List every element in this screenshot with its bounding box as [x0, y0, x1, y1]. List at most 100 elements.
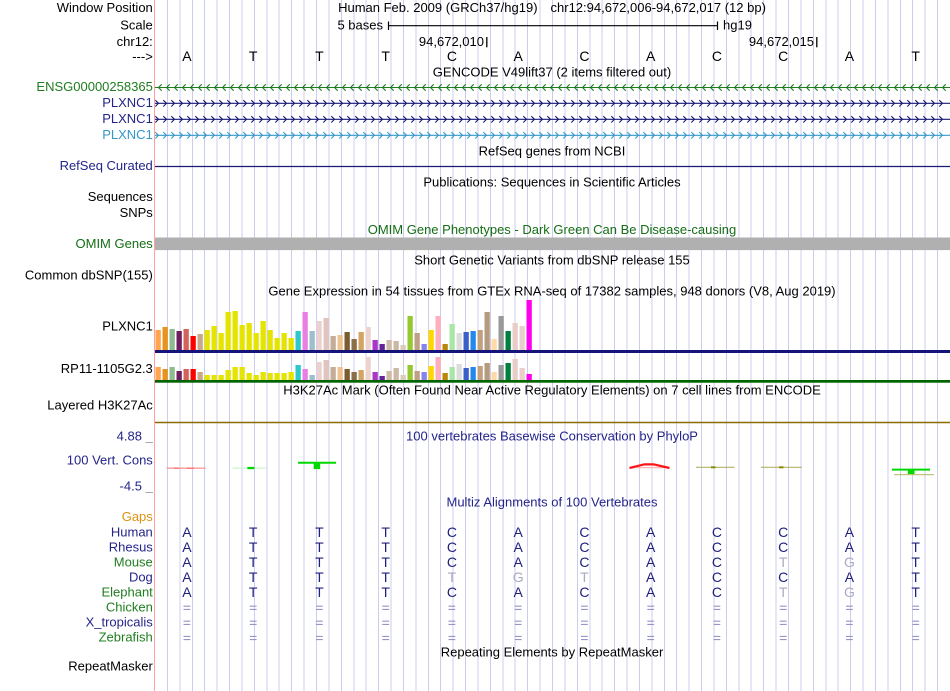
svg-text:SNPs: SNPs [120, 205, 154, 220]
svg-text:G: G [844, 584, 855, 600]
svg-text:A: A [845, 48, 855, 64]
svg-text:PLXNC1: PLXNC1 [102, 111, 153, 126]
svg-text:Multiz Alignments of 100 Verte: Multiz Alignments of 100 Vertebrates [446, 495, 658, 510]
svg-text:C: C [778, 539, 788, 555]
svg-text:C: C [579, 584, 589, 600]
svg-text:C: C [579, 554, 589, 570]
svg-text:Layered H3K27Ac: Layered H3K27Ac [47, 398, 153, 413]
svg-text:PLXNC1: PLXNC1 [102, 127, 153, 142]
svg-text:T: T [381, 539, 390, 555]
svg-text:T: T [911, 524, 920, 540]
svg-text:C: C [712, 524, 722, 540]
svg-text:Mouse: Mouse [114, 554, 153, 569]
svg-text:Sequences: Sequences [88, 189, 154, 204]
svg-text:T: T [911, 48, 920, 64]
svg-text:T: T [249, 554, 258, 570]
svg-text:Chicken: Chicken [106, 599, 153, 614]
svg-text:--->: ---> [132, 49, 153, 64]
svg-text:T: T [249, 584, 258, 600]
svg-text:Common dbSNP(155): Common dbSNP(155) [25, 268, 153, 283]
svg-text:A: A [646, 569, 656, 585]
svg-text:A: A [182, 584, 192, 600]
svg-text:A: A [646, 584, 656, 600]
svg-text:Human: Human [111, 524, 153, 539]
svg-text:Scale: Scale [120, 18, 153, 33]
svg-text:hg19: hg19 [723, 18, 752, 33]
svg-text:A: A [514, 584, 524, 600]
svg-text:C: C [447, 554, 457, 570]
svg-text:A: A [646, 524, 656, 540]
svg-text:C: C [712, 48, 722, 64]
svg-text:H3K27Ac Mark (Often Found Near: H3K27Ac Mark (Often Found Near Active Re… [283, 383, 821, 398]
svg-text:C: C [447, 584, 457, 600]
svg-text:T: T [779, 554, 788, 570]
svg-text:A: A [514, 539, 524, 555]
svg-text:T: T [911, 584, 920, 600]
svg-text:A: A [182, 48, 192, 64]
svg-text:A: A [646, 48, 656, 64]
svg-text:T: T [381, 524, 390, 540]
svg-text:ENSG00000258365: ENSG00000258365 [36, 79, 152, 94]
svg-text:OMIM Gene Phenotypes - Dark Gr: OMIM Gene Phenotypes - Dark Green Can Be… [368, 222, 737, 237]
svg-text:Gene Expression in 54 tissues: Gene Expression in 54 tissues from GTEx … [268, 284, 835, 299]
svg-text:A: A [514, 48, 524, 64]
svg-text:T: T [249, 48, 258, 64]
svg-text:Gaps: Gaps [122, 509, 154, 524]
svg-text:OMIM Genes: OMIM Genes [76, 236, 154, 251]
svg-text:A: A [845, 569, 855, 585]
svg-text:A: A [182, 524, 192, 540]
svg-text:C: C [778, 569, 788, 585]
svg-text:A: A [514, 554, 524, 570]
svg-text:T: T [315, 584, 324, 600]
svg-text:C: C [712, 584, 722, 600]
svg-text:Publications: Sequences in Sci: Publications: Sequences in Scientific Ar… [423, 175, 681, 190]
svg-text:C: C [778, 524, 788, 540]
svg-text:100 Vert. Cons: 100 Vert. Cons [67, 453, 153, 468]
svg-text:T: T [249, 539, 258, 555]
svg-text:A: A [182, 554, 192, 570]
svg-text:94,672,010: 94,672,010 [419, 34, 484, 49]
svg-text:Rhesus: Rhesus [109, 539, 154, 554]
svg-text:94,672,015: 94,672,015 [749, 34, 814, 49]
svg-text:Dog: Dog [129, 569, 153, 584]
svg-text:T: T [448, 569, 457, 585]
svg-text:PLXNC1: PLXNC1 [102, 95, 153, 110]
svg-text:T: T [315, 539, 324, 555]
svg-text:T: T [381, 584, 390, 600]
svg-text:4.88 _: 4.88 _ [117, 429, 154, 444]
svg-text:T: T [315, 48, 324, 64]
svg-text:PLXNC1: PLXNC1 [102, 319, 153, 334]
svg-text:C: C [712, 554, 722, 570]
svg-text:RefSeq genes from NCBI: RefSeq genes from NCBI [479, 144, 626, 159]
svg-text:RefSeq Curated: RefSeq Curated [60, 158, 153, 173]
svg-text:A: A [845, 539, 855, 555]
svg-text:T: T [381, 48, 390, 64]
svg-text:C: C [579, 524, 589, 540]
svg-text:-4.5 _: -4.5 _ [120, 479, 154, 494]
svg-text:Repeating Elements by RepeatMa: Repeating Elements by RepeatMasker [441, 645, 664, 660]
svg-text:C: C [579, 539, 589, 555]
svg-text:T: T [381, 554, 390, 570]
svg-text:T: T [249, 569, 258, 585]
svg-text:C: C [447, 539, 457, 555]
svg-text:C: C [712, 569, 722, 585]
svg-text:RP11-1105G2.3: RP11-1105G2.3 [61, 361, 153, 376]
svg-text:5 bases: 5 bases [337, 18, 383, 33]
svg-text:X_tropicalis: X_tropicalis [86, 614, 154, 629]
svg-text:T: T [249, 524, 258, 540]
svg-text:A: A [646, 554, 656, 570]
svg-text:chr12:: chr12: [117, 34, 153, 49]
svg-text:C: C [778, 48, 788, 64]
svg-text:T: T [315, 524, 324, 540]
svg-text:Short Genetic Variants from db: Short Genetic Variants from dbSNP releas… [414, 253, 690, 268]
svg-text:C: C [579, 48, 589, 64]
svg-text:A: A [182, 569, 192, 585]
svg-text:T: T [779, 584, 788, 600]
svg-text:A: A [182, 539, 192, 555]
svg-text:Human Feb. 2009 (GRCh37/hg19): Human Feb. 2009 (GRCh37/hg19) chr12:94,6… [338, 0, 766, 15]
svg-text:A: A [514, 524, 524, 540]
svg-text:Window Position: Window Position [57, 0, 153, 15]
svg-text:G: G [513, 569, 524, 585]
svg-text:Elephant: Elephant [101, 584, 153, 599]
svg-text:C: C [447, 48, 457, 64]
